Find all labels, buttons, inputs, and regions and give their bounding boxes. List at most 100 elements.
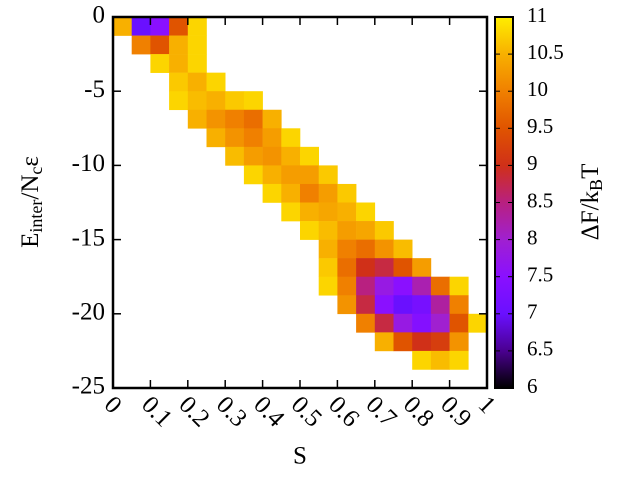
heatmap-cell bbox=[449, 332, 469, 352]
heatmap-cell bbox=[356, 258, 376, 277]
y-axis-label: Einter/Ncε bbox=[17, 156, 46, 248]
heatmap-cell bbox=[300, 146, 319, 166]
heatmap-cell bbox=[262, 128, 282, 148]
heatmap-cell bbox=[187, 54, 207, 73]
heatmap-cell bbox=[300, 202, 319, 222]
heatmap-cell bbox=[393, 276, 413, 296]
heatmap-cell bbox=[318, 202, 338, 222]
x-tick-label: 0.5 bbox=[286, 391, 327, 432]
colorbar-tick-label: 7 bbox=[527, 300, 538, 324]
heatmap-cell bbox=[374, 221, 394, 240]
heatmap-cell bbox=[356, 202, 376, 222]
y-tick-label: -15 bbox=[72, 224, 105, 251]
heatmap-cell bbox=[318, 276, 338, 296]
heatmap-cell bbox=[169, 17, 189, 36]
x-tick-label: 0.4 bbox=[248, 391, 290, 433]
heatmap-cell bbox=[337, 258, 357, 277]
heatmap-cell bbox=[187, 17, 207, 36]
heatmap-cell bbox=[262, 183, 282, 203]
heatmap-cell bbox=[300, 183, 319, 203]
heatmap-cell bbox=[281, 183, 301, 203]
heatmap-cell bbox=[225, 91, 245, 111]
colorbar-tick-label: 11 bbox=[527, 3, 547, 27]
heatmap-cell bbox=[318, 165, 338, 185]
heatmap-cell bbox=[374, 276, 394, 296]
heatmap-cell bbox=[225, 128, 245, 148]
y-tick-label: -20 bbox=[72, 299, 105, 326]
colorbar-tick-label: 10 bbox=[527, 77, 548, 101]
heatmap-cell bbox=[374, 239, 394, 259]
heatmap-cell bbox=[281, 202, 301, 222]
heatmap-cell bbox=[393, 313, 413, 333]
heatmap-cell bbox=[281, 146, 301, 166]
y-tick-label: -5 bbox=[84, 76, 105, 103]
colorbar-tick-label: 8.5 bbox=[527, 188, 553, 212]
heatmap-cell bbox=[430, 313, 450, 333]
heatmap-cell bbox=[393, 258, 413, 277]
colorbar-tick-label: 8 bbox=[527, 225, 538, 249]
heatmap-cell bbox=[318, 239, 338, 259]
x-tick-label: 0.3 bbox=[211, 391, 252, 432]
x-tick-label: 0.6 bbox=[323, 391, 364, 432]
heatmap-cell bbox=[449, 350, 469, 370]
colorbar-tick-label: 7.5 bbox=[527, 263, 553, 287]
heatmap-cell bbox=[449, 313, 469, 333]
heatmap-cell bbox=[356, 239, 376, 259]
heatmap-cell bbox=[281, 128, 301, 148]
heatmap-cell bbox=[169, 35, 189, 55]
x-tick-label: 0.2 bbox=[174, 391, 215, 432]
heatmap-cell bbox=[393, 332, 413, 352]
heatmap-cell bbox=[374, 313, 394, 333]
colorbar-tick-label: 10.5 bbox=[527, 40, 564, 64]
heatmap-cell bbox=[243, 165, 263, 185]
heatmap-cell bbox=[430, 332, 450, 352]
heatmap-cell bbox=[150, 54, 170, 73]
x-axis-label: S bbox=[293, 443, 307, 470]
heatmap-cell bbox=[243, 91, 263, 111]
heatmap-cell bbox=[206, 91, 226, 111]
heatmap-cell bbox=[412, 332, 432, 352]
heatmap-cell bbox=[206, 72, 226, 92]
heatmap-cell bbox=[262, 109, 282, 129]
heatmap-cell bbox=[169, 72, 189, 92]
heatmap-cell bbox=[337, 202, 357, 222]
heatmap-cell bbox=[337, 221, 357, 240]
colorbar-tick-label: 9.5 bbox=[527, 114, 553, 138]
colorbar-tick-label: 6.5 bbox=[527, 337, 553, 361]
x-tick-label: 0.1 bbox=[136, 391, 177, 432]
heatmap-cell bbox=[374, 295, 394, 315]
y-tick-label: -10 bbox=[72, 150, 105, 177]
heatmap-cell bbox=[169, 91, 189, 111]
heatmap-cell bbox=[412, 258, 432, 277]
heatmap-cell bbox=[337, 276, 357, 296]
y-tick-label: 0 bbox=[93, 2, 106, 29]
y-label-part: /N bbox=[17, 175, 44, 200]
heatmap-cell bbox=[356, 313, 376, 333]
heatmap-cell bbox=[243, 109, 263, 129]
heatmap-cell bbox=[468, 313, 488, 333]
heatmap-cells bbox=[113, 17, 488, 370]
heatmap-cell bbox=[337, 183, 357, 203]
heatmap-cell bbox=[412, 276, 432, 296]
heatmap-cell bbox=[206, 128, 226, 148]
heatmap-cell bbox=[131, 35, 151, 55]
heatmap-cell bbox=[412, 350, 432, 370]
heatmap-cell bbox=[169, 54, 189, 73]
heatmap-cell bbox=[449, 295, 469, 315]
heatmap-cell bbox=[187, 91, 207, 111]
heatmap-cell bbox=[356, 276, 376, 296]
heatmap-cell bbox=[262, 146, 282, 166]
colorbar-tick-label: 6 bbox=[527, 374, 538, 398]
heatmap-cell bbox=[318, 183, 338, 203]
heatmap-cell bbox=[430, 350, 450, 370]
z-label-part: B bbox=[586, 179, 606, 191]
heatmap-cell bbox=[225, 109, 245, 129]
heatmap-cell bbox=[318, 221, 338, 240]
heatmap-cell bbox=[337, 239, 357, 259]
x-tick-label: 0.9 bbox=[435, 391, 476, 432]
z-label-part: T bbox=[577, 164, 604, 179]
heatmap-cell bbox=[449, 276, 469, 296]
heatmap-cell bbox=[150, 35, 170, 55]
heatmap-cell bbox=[393, 239, 413, 259]
heatmap-cell bbox=[113, 17, 132, 36]
